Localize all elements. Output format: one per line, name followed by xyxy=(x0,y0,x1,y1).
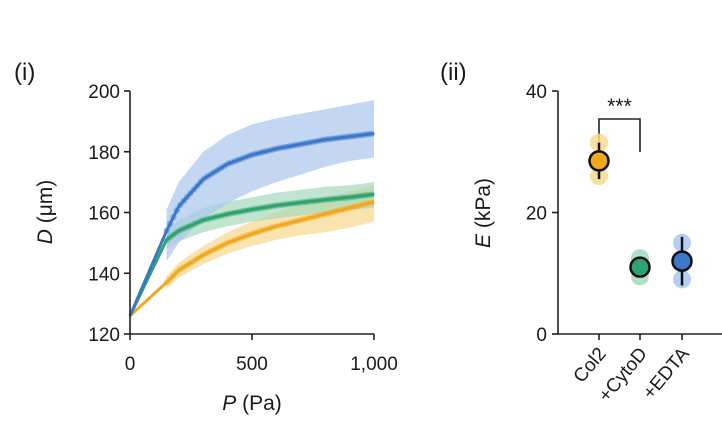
p1-y-tick-label: 140 xyxy=(88,264,120,285)
panel-i: (i) 120 140 160 180 200 0 500 1,000 D (μm) P (… xyxy=(14,59,398,415)
p2-y-axis-title: E (kPa) xyxy=(472,178,495,248)
panel-label-ii: (ii) xyxy=(440,59,467,86)
mean-point-col2 xyxy=(588,150,610,172)
p1-x-tick-label: 1,000 xyxy=(350,354,398,375)
p2-y-tick-label: 40 xyxy=(526,82,547,103)
p1-fit-lines xyxy=(128,132,375,317)
significance-stars: *** xyxy=(607,95,632,118)
p1-y-tick-label: 180 xyxy=(88,143,120,164)
significance-bracket xyxy=(598,118,641,152)
p2-y-axis-var: E xyxy=(472,233,495,248)
p1-x-ticks: 0 500 1,000 xyxy=(125,334,398,375)
panel-ii: (ii) 0 20 40 Col2+CytoD+EDTA *** E (kPa) xyxy=(440,59,722,406)
panel-label-i: (i) xyxy=(14,59,35,86)
p1-x-axis-unit: (Pa) xyxy=(236,392,282,415)
p1-y-axis-var: D xyxy=(34,229,57,244)
p2-y-tick-label: 0 xyxy=(536,325,547,346)
p2-x-ticks: Col2+CytoD+EDTA xyxy=(570,334,694,406)
p2-x-tick-label: +EDTA xyxy=(639,343,694,403)
p1-y-ticks: 120 140 160 180 200 xyxy=(88,82,130,346)
p1-y-axis-title: D (μm) xyxy=(34,180,57,245)
p1-x-tick-label: 0 xyxy=(125,354,136,375)
p1-x-axis-var: P xyxy=(222,392,236,415)
fit-line-col2 xyxy=(128,200,375,317)
mean-point-edta xyxy=(671,250,693,272)
p1-y-tick-label: 160 xyxy=(88,204,120,225)
p2-y-ticks: 0 20 40 xyxy=(526,82,558,346)
p2-y-tick-label: 20 xyxy=(526,204,547,225)
p1-y-tick-label: 200 xyxy=(88,82,120,103)
mean-point-cytod xyxy=(629,256,651,278)
fit-line-cytod xyxy=(128,192,375,317)
p1-x-axis-title: P (Pa) xyxy=(222,392,282,415)
p2-significance: *** xyxy=(598,95,641,152)
p1-y-axis-unit: (μm) xyxy=(34,180,57,229)
p2-y-axis-unit: (kPa) xyxy=(472,178,495,234)
p1-y-tick-label: 120 xyxy=(88,325,120,346)
fit-line-edta xyxy=(128,132,375,317)
p1-x-tick-label: 500 xyxy=(236,354,268,375)
p2-points xyxy=(588,133,693,289)
